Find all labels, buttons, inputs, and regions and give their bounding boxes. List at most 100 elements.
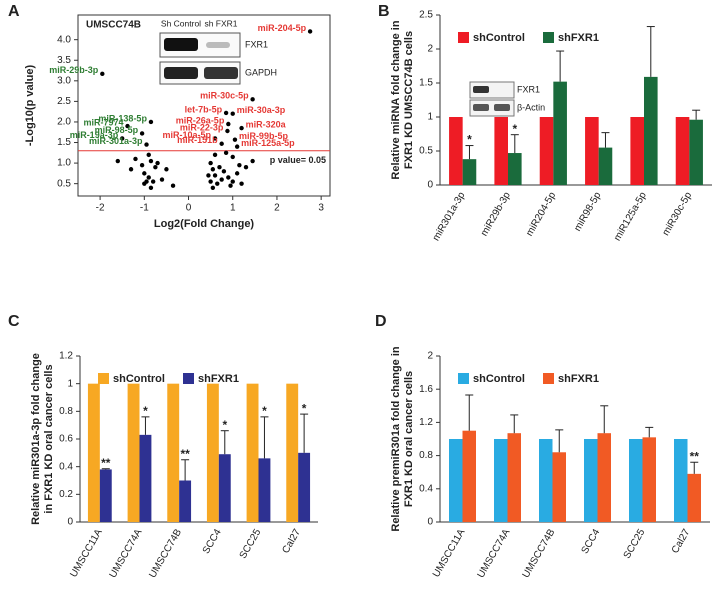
panel-letter: D: [375, 313, 387, 330]
x-tick-label: -1: [140, 203, 149, 214]
point: [234, 171, 240, 176]
bar: [258, 458, 271, 522]
legend-swatch: [543, 373, 554, 384]
point: [148, 119, 154, 125]
legend-label: shFXR1: [198, 373, 239, 385]
x-tick-label: miR204-5p: [524, 190, 558, 238]
point: [125, 123, 130, 129]
legend-label: shControl: [473, 32, 525, 44]
point: [210, 167, 216, 172]
bar: [539, 117, 554, 185]
x-tick-label: miR301a-3p: [431, 190, 468, 243]
point: [208, 179, 213, 184]
bar: [218, 454, 231, 522]
legend-label: shFXR1: [558, 373, 599, 385]
x-tick-label: SCC25: [238, 527, 264, 561]
y-tick-label: 0.8: [419, 450, 433, 461]
point-label: miR-301a-3p: [89, 136, 143, 146]
y-tick-label: 0.4: [419, 483, 433, 494]
y-tick-label: 0: [427, 180, 433, 191]
y-tick-label: 0.5: [419, 146, 433, 157]
point-label: miR-204-5p: [258, 23, 307, 33]
x-tick-label: 2: [274, 203, 280, 214]
bar: [552, 452, 566, 522]
x-tick-label: 1: [230, 203, 236, 214]
x-tick-label: UMSCC74B: [521, 527, 558, 580]
bar: [539, 439, 553, 522]
panel-letter: A: [8, 3, 20, 20]
point: [212, 136, 218, 141]
significance-mark: *: [222, 418, 227, 432]
inset-row-label: FXR1: [245, 39, 268, 49]
legend-label: shControl: [113, 373, 165, 385]
y-tick-label: 1.6: [419, 384, 433, 395]
y-axis-label: Relative miR301a-3p fold change: [30, 353, 42, 525]
bar: [87, 383, 100, 522]
point: [150, 179, 156, 184]
point: [307, 29, 313, 34]
point-label: miR-98-5p: [95, 125, 139, 135]
point-label: miR-19a-3p: [70, 130, 119, 140]
significance-mark: **: [180, 447, 190, 461]
bar: [286, 383, 299, 522]
point-label: miR-30c-5p: [200, 91, 249, 101]
point-label: miR-151b: [177, 135, 218, 145]
y-tick-label: 1: [427, 112, 433, 123]
y-tick-label: 0: [67, 517, 73, 528]
bar: [674, 439, 688, 522]
x-tick-label: miR29b-3p: [479, 190, 513, 238]
y-tick-label: 1.2: [59, 351, 73, 362]
bar: [298, 452, 311, 522]
inset-column-label: Sh Control: [161, 18, 201, 28]
bar: [494, 117, 508, 185]
x-tick-label: -2: [96, 203, 105, 214]
point: [223, 110, 229, 116]
point: [170, 183, 176, 188]
point: [153, 165, 158, 170]
significance-mark: *: [512, 122, 517, 136]
x-tick-label: Cal27: [670, 527, 693, 556]
bar: [449, 439, 463, 522]
point: [230, 111, 235, 116]
x-tick-label: 3: [318, 203, 324, 214]
significance-mark: **: [690, 449, 700, 463]
point: [250, 158, 255, 164]
x-tick-label: UMSCC74A: [476, 527, 513, 580]
point-label: miR-26a-5p: [176, 115, 225, 125]
point-label: miR-138-5p: [98, 113, 147, 123]
point: [210, 185, 216, 190]
y-axis-label: in FXR1 KD oral cancer cells: [43, 364, 55, 513]
legend-swatch: [543, 32, 554, 43]
x-tick-label: SCC4: [201, 527, 224, 556]
point: [146, 152, 151, 158]
x-tick-label: UMSCC11A: [431, 527, 468, 579]
point: [128, 167, 134, 172]
point: [139, 162, 145, 168]
point: [221, 169, 227, 174]
point: [100, 71, 105, 77]
point-label: let-7b-5p: [185, 104, 223, 114]
blot-inset: [469, 81, 515, 117]
y-axis-label: FXR1 KD UMSCC74B cells: [403, 31, 415, 169]
y-tick-label: 0.2: [59, 489, 73, 500]
point: [159, 177, 165, 182]
bar: [553, 81, 567, 185]
point: [239, 125, 244, 131]
bar: [598, 147, 613, 185]
point: [212, 152, 218, 158]
y-tick-label: 0.8: [59, 406, 73, 417]
bar: [675, 117, 690, 185]
chart-title: UMSCC74B: [86, 20, 141, 31]
y-tick-label: 0.5: [57, 178, 71, 189]
point: [208, 160, 213, 166]
point: [146, 175, 151, 180]
significance-mark: *: [262, 404, 267, 418]
point: [133, 156, 138, 162]
point: [226, 175, 231, 180]
x-tick-label: miR98-5p: [572, 190, 603, 233]
significance-mark: *: [143, 404, 148, 418]
point: [115, 158, 120, 164]
point: [139, 131, 145, 136]
point: [155, 160, 160, 166]
